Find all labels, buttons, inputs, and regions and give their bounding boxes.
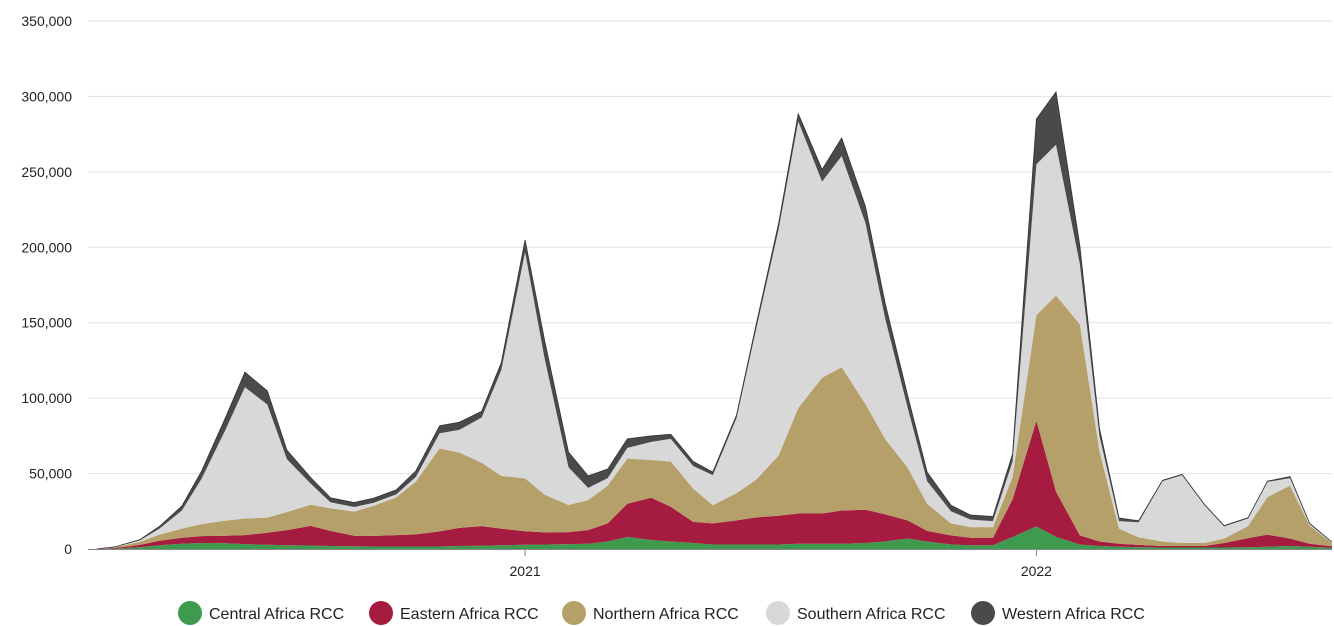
legend-swatch <box>766 601 790 625</box>
legend[interactable]: Central Africa RCC Eastern Africa RCC Nort… <box>178 601 1145 625</box>
legend-item-0[interactable]: Central Africa RCC <box>178 601 344 625</box>
legend-label: Central Africa RCC <box>209 606 344 623</box>
legend-swatch <box>178 601 202 625</box>
y-tick-label: 100,000 <box>21 390 72 406</box>
area-series-2 <box>96 295 1332 549</box>
y-tick-label: 300,000 <box>21 88 72 104</box>
area-series-0 <box>96 526 1332 549</box>
legend-item-2[interactable]: Northern Africa RCC <box>562 601 739 625</box>
legend-swatch <box>562 601 586 625</box>
legend-label: Eastern Africa RCC <box>400 606 539 623</box>
legend-label: Northern Africa RCC <box>593 606 739 623</box>
legend-item-4[interactable]: Western Africa RCC <box>971 601 1145 625</box>
x-axis: 2021 2022 <box>88 549 1332 579</box>
y-axis: 0 50,000 100,000 150,000 200,000 250,000 300,0… <box>21 13 72 557</box>
grid-lines <box>88 20 1332 475</box>
area-series-1 <box>96 420 1332 549</box>
y-tick-label: 150,000 <box>21 315 72 331</box>
area-series-3 <box>96 121 1332 549</box>
legend-swatch <box>369 601 393 625</box>
legend-swatch <box>971 601 995 625</box>
series-areas <box>96 90 1333 550</box>
legend-item-3[interactable]: Southern Africa RCC <box>766 601 946 625</box>
y-tick-label: 0 <box>64 541 72 557</box>
legend-label: Southern Africa RCC <box>797 606 946 623</box>
y-tick-label: 50,000 <box>29 466 72 482</box>
legend-label: Western Africa RCC <box>1002 606 1145 623</box>
y-tick-label: 250,000 <box>21 164 72 180</box>
x-tick-label: 2021 <box>510 563 541 579</box>
y-tick-label: 350,000 <box>21 13 72 29</box>
x-tick-label: 2022 <box>1021 563 1052 579</box>
legend-item-1[interactable]: Eastern Africa RCC <box>369 601 539 625</box>
total-outline <box>96 90 1333 550</box>
y-tick-label: 200,000 <box>21 239 72 255</box>
